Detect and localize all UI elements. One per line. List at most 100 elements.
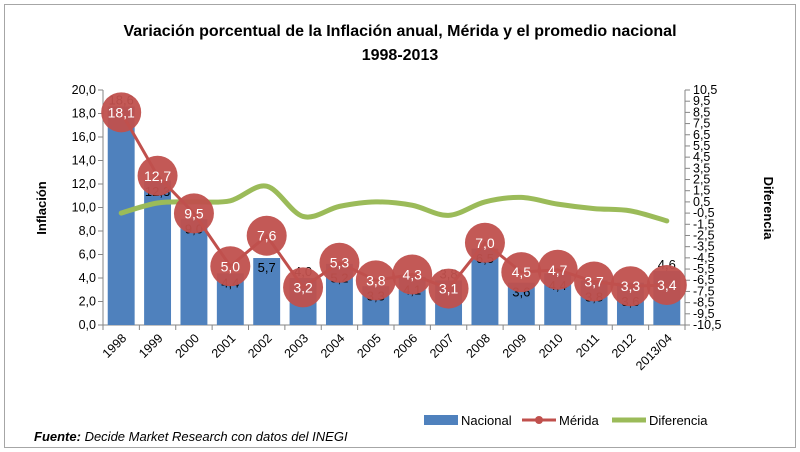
data-label-merida: 12,7 (144, 168, 171, 184)
y2-tick-label: -4,5 (693, 251, 715, 265)
bar-nacional (253, 258, 281, 325)
chart-frame (4, 4, 796, 448)
y2-tick-label: -5,5 (693, 262, 715, 276)
y2-axis-label: Diferencia (761, 177, 776, 241)
data-label-merida: 4,5 (512, 264, 532, 280)
source-text: Decide Market Research con datos del INE… (81, 429, 348, 444)
y-tick-label: 20,0 (72, 83, 96, 97)
marker-merida (501, 252, 542, 293)
x-tick-label: 2001 (209, 331, 239, 361)
marker-merida (173, 193, 214, 234)
data-label-merida: 4,3 (402, 266, 422, 282)
marker-merida (610, 266, 651, 307)
x-tick-label: 2010 (536, 331, 566, 361)
chart-subtitle: 1998-2013 (362, 47, 439, 64)
data-label-merida: 3,2 (293, 279, 313, 295)
chart-title: Variación porcentual de la Inflación anu… (123, 23, 676, 40)
marker-merida (428, 268, 469, 309)
x-tick-label: 2012 (609, 331, 639, 361)
x-tick-label: 2004 (318, 331, 348, 361)
source-note: Fuente: Decide Market Research con datos… (34, 429, 348, 444)
data-label-nacional: 5,7 (258, 260, 276, 275)
y2-tick-label: -8,5 (693, 296, 715, 310)
legend-marker-merida (535, 416, 543, 424)
y2-tick-label: 8,5 (693, 105, 710, 119)
y2-tick-label: 4,5 (693, 150, 710, 164)
y2-tick-label: 0,5 (693, 195, 710, 209)
y2-tick-label: -3,5 (693, 240, 715, 254)
x-tick-label: 2006 (391, 331, 421, 361)
x-tick-label: 2003 (282, 331, 312, 361)
y-tick-label: 12,0 (72, 177, 96, 191)
y-tick-label: 8,0 (79, 224, 96, 238)
data-label-merida: 3,7 (584, 274, 604, 290)
x-tick-label: 2013/04 (633, 331, 675, 373)
y2-tick-label: -2,5 (693, 228, 715, 242)
legend-label-merida: Mérida (559, 413, 600, 428)
y-tick-label: 6,0 (79, 248, 96, 262)
data-label-merida: 3,3 (621, 278, 641, 294)
data-label-merida: 18,1 (108, 104, 135, 120)
data-label-merida: 7,0 (475, 235, 495, 251)
line-diferencia (118, 183, 670, 224)
y2-tick-label: 2,5 (693, 173, 710, 187)
y2-tick-label: -9,5 (693, 307, 715, 321)
legend-swatch-nacional (424, 415, 458, 425)
x-tick-label: 2007 (427, 331, 457, 361)
x-tick-label: 2008 (463, 331, 493, 361)
marker-merida (464, 222, 505, 263)
data-label-merida: 3,1 (439, 281, 459, 297)
y2-tick-label: -6,5 (693, 273, 715, 287)
marker-merida (137, 155, 178, 196)
marker-merida (646, 265, 687, 306)
data-label-merida: 5,3 (330, 255, 350, 271)
marker-merida (574, 261, 615, 302)
marker-merida (319, 242, 360, 283)
data-label-merida: 9,5 (184, 205, 204, 221)
y2-tick-label: 5,5 (693, 139, 710, 153)
x-tick-label: 2011 (573, 331, 602, 360)
y2-tick-label: -1,5 (693, 217, 715, 231)
data-label-merida: 3,4 (657, 277, 677, 293)
legend: Nacional Mérida Diferencia (424, 413, 708, 428)
bar-nacional (107, 106, 135, 325)
marker-merida (392, 254, 433, 295)
y2-tick-label: 10,5 (693, 83, 717, 97)
legend-label-diferencia: Diferencia (649, 413, 708, 428)
x-tick-label: 2000 (172, 331, 202, 361)
x-tick-label: 2005 (354, 331, 384, 361)
marker-merida (246, 215, 287, 256)
y2-tick-label: -0,5 (693, 206, 715, 220)
data-label-merida: 3,8 (366, 272, 386, 288)
y-tick-label: 10,0 (72, 201, 96, 215)
y-tick-label: 16,0 (72, 130, 96, 144)
y2-tick-label: -7,5 (693, 284, 715, 298)
x-tick-label: 2009 (500, 331, 530, 361)
y-tick-label: 2,0 (79, 295, 96, 309)
x-tick-label: 1999 (136, 331, 166, 361)
y-tick-label: 18,0 (72, 107, 96, 121)
y2-tick-label: 9,5 (693, 94, 710, 108)
bar-nacional (180, 219, 208, 325)
x-tick-label: 2002 (245, 331, 275, 361)
marker-merida (210, 246, 251, 287)
source-label: Fuente: (34, 429, 81, 444)
data-label-merida: 5,0 (221, 258, 241, 274)
marker-merida (101, 92, 142, 133)
data-label-merida: 7,6 (257, 228, 277, 244)
marker-merida (355, 260, 396, 301)
marker-merida (283, 267, 324, 308)
y2-tick-label: 6,5 (693, 128, 710, 142)
y-tick-label: 14,0 (72, 154, 96, 168)
y2-tick-label: 7,5 (693, 117, 710, 131)
data-label-merida: 4,7 (548, 262, 568, 278)
y-tick-label: 4,0 (79, 271, 96, 285)
marker-merida (537, 249, 578, 290)
y-tick-label: 0,0 (79, 318, 96, 332)
x-tick-label: 1998 (100, 331, 130, 361)
legend-label-nacional: Nacional (461, 413, 512, 428)
y2-tick-label: 3,5 (693, 161, 710, 175)
y2-tick-label: 1,5 (693, 184, 710, 198)
y-axis-label: Inflación (34, 181, 49, 235)
